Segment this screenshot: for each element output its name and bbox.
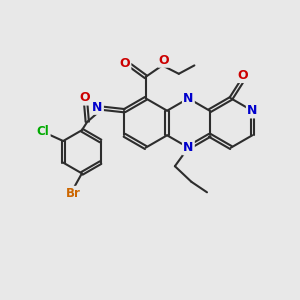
Text: O: O [158, 53, 169, 67]
Text: Br: Br [66, 187, 81, 200]
Text: O: O [119, 57, 130, 70]
Text: N: N [247, 104, 257, 117]
Text: N: N [183, 141, 194, 154]
Text: N: N [183, 92, 194, 105]
Text: O: O [238, 69, 248, 82]
Text: O: O [79, 91, 90, 104]
Text: Cl: Cl [37, 125, 50, 139]
Text: N: N [92, 100, 103, 114]
